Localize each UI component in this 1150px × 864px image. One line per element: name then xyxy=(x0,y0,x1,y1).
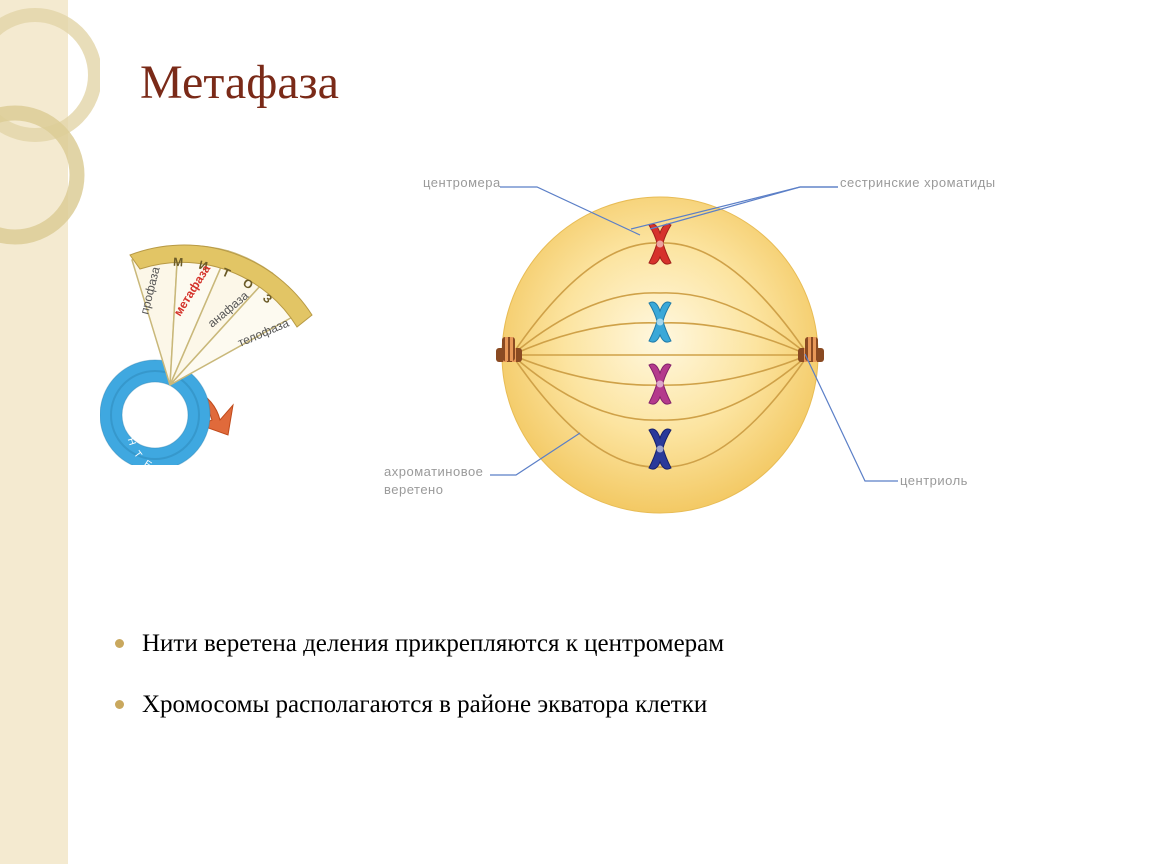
slide: Метафаза И Н Т Е Р Ф А З А xyxy=(0,0,1150,864)
cell-svg xyxy=(450,190,870,530)
side-ornament xyxy=(0,0,100,864)
cell-diagram xyxy=(450,190,830,510)
bullet-item-1: Хромосомы располагаются в районе экватор… xyxy=(115,689,1015,722)
label-spindle-2: веретено xyxy=(384,482,443,497)
bullet-dot-icon xyxy=(115,700,124,709)
label-chromatids: сестринские хроматиды xyxy=(840,175,996,190)
slide-title: Метафаза xyxy=(140,55,339,110)
bullet-text-0: Нити веретена деления прикрепляются к це… xyxy=(142,628,724,661)
fan-svg: И Н Т Е Р Ф А З А М И Т О З профаза мета… xyxy=(100,225,320,465)
bullet-list: Нити веретена деления прикрепляются к це… xyxy=(115,628,1015,749)
phase-fan: И Н Т Е Р Ф А З А М И Т О З профаза мета… xyxy=(100,225,320,465)
bullet-dot-icon xyxy=(115,639,124,648)
bullet-text-1: Хромосомы располагаются в районе экватор… xyxy=(142,689,707,722)
label-centromere: центромера xyxy=(423,175,501,190)
bullet-item-0: Нити веретена деления прикрепляются к це… xyxy=(115,628,1015,661)
label-centriole: центриоль xyxy=(900,473,968,488)
ornament-svg xyxy=(0,0,100,864)
diagram-area: И Н Т Е Р Ф А З А М И Т О З профаза мета… xyxy=(100,175,1060,555)
